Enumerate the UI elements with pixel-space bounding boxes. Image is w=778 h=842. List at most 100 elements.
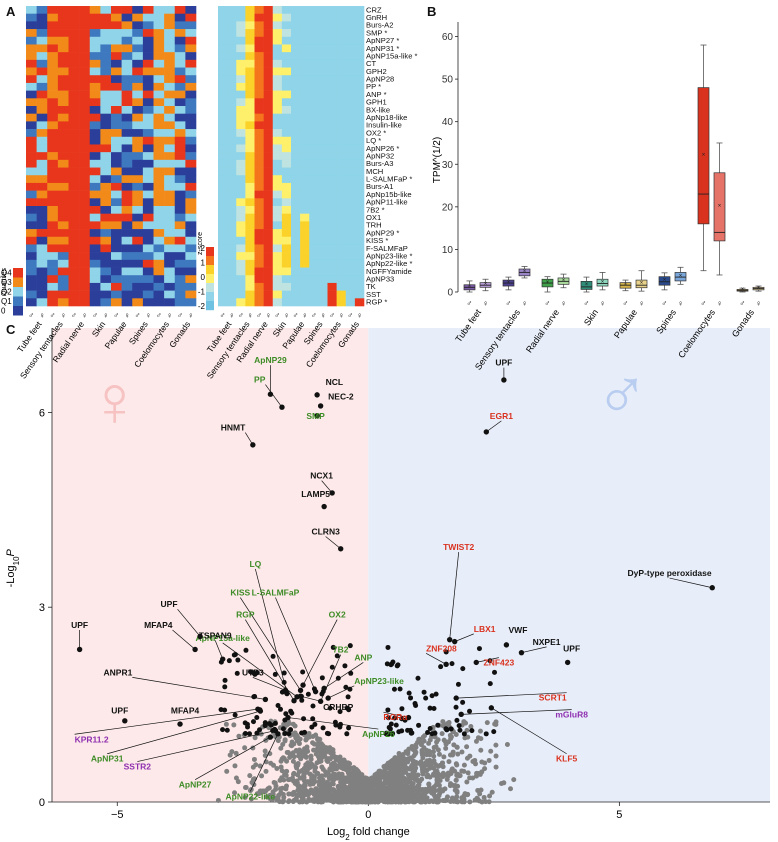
quartile-cell (132, 259, 144, 268)
zscore-cell (227, 36, 237, 45)
zscore-cell (300, 229, 310, 238)
zscore-cell (309, 6, 319, 14)
zscore-cell (336, 213, 347, 222)
zscore-cell (309, 213, 319, 222)
zscore-cell (336, 98, 347, 107)
zscore-cell (245, 167, 255, 176)
quartile-cell (47, 175, 59, 184)
quartile-cell (100, 98, 112, 107)
quartile-cell (164, 198, 176, 207)
gene-label: OX2 * (366, 128, 386, 137)
gene-point-sig (460, 699, 466, 705)
quartile-cell (100, 36, 112, 45)
zscore-cell (327, 159, 337, 168)
gene-point-sig (467, 708, 473, 714)
zscore-cell (245, 113, 255, 122)
quartile-cell (111, 152, 122, 161)
quartile-cell (100, 298, 112, 307)
quartile-cell (142, 21, 154, 30)
quartile-cell (174, 182, 186, 191)
zscore-cell (354, 206, 365, 214)
quartile-cell (47, 82, 59, 91)
gene-point-sig (327, 705, 333, 711)
quartile-cell (142, 221, 154, 230)
gene-point-sig (385, 707, 391, 713)
zscore-cell (336, 167, 347, 176)
zscore-cell (318, 259, 328, 268)
gene-point-ns (470, 775, 476, 781)
quartile-cell (185, 159, 197, 168)
gene-label-scrt1: SCRT1 (539, 693, 567, 703)
gene-point-labeled (338, 546, 344, 552)
gene-point-ns (297, 747, 303, 753)
zscore-cell (245, 252, 255, 261)
zscore-cell (218, 13, 228, 22)
gene-point-ns (262, 748, 268, 754)
quartile-cell (47, 75, 59, 84)
gene-point-ns (397, 760, 403, 766)
zscore-cell (345, 182, 356, 191)
male-symbol: ♂ (177, 311, 183, 320)
zscore-cell (318, 106, 328, 114)
gene-point-ns (465, 770, 471, 776)
zscore-legend-tick: 1 (201, 259, 206, 268)
male-symbol: ♂ (311, 311, 317, 320)
quartile-cell (164, 136, 176, 145)
zscore-cell (291, 29, 301, 38)
gene-point-ns (467, 753, 473, 759)
gene-point-ns (282, 737, 288, 743)
gene-point-sig (427, 726, 433, 732)
quartile-cell (89, 36, 101, 45)
zscore-cell (300, 75, 310, 84)
gene-point-sig (222, 684, 228, 690)
quartile-cell (153, 129, 165, 138)
quartile-cell (185, 106, 197, 114)
quartile-legend-swatch (13, 277, 23, 287)
quartile-cell (142, 129, 154, 138)
label-leader-line (300, 695, 324, 703)
gene-label: MCH (366, 167, 383, 176)
quartile-cell (79, 298, 91, 307)
quartile-cell (185, 13, 197, 22)
quartile-cell (142, 267, 154, 276)
gene-point-sig (344, 731, 350, 737)
gene-point-ns (292, 723, 298, 729)
quartile-cell (26, 75, 37, 84)
gene-point-ns (248, 796, 254, 802)
zscore-cell (336, 121, 347, 130)
zscore-cell (281, 21, 292, 30)
quartile-cell (68, 229, 80, 238)
zscore-cell (327, 252, 337, 261)
quartile-cell (121, 113, 133, 122)
gene-point-sig (345, 694, 351, 700)
zscore-cell (272, 129, 283, 138)
quartile-cell (79, 82, 91, 91)
category-label: Spines (654, 307, 678, 336)
zscore-cell (345, 52, 356, 61)
zscore-cell (245, 290, 255, 299)
zscore-cell (263, 282, 274, 291)
zscore-cell (300, 144, 310, 153)
quartile-cell (153, 282, 165, 291)
zscore-cell (254, 221, 264, 230)
zscore-cell (300, 206, 310, 214)
quartile-cell (153, 236, 165, 245)
quartile-cell (142, 113, 154, 122)
quartile-cell (36, 152, 48, 161)
zscore-cell (336, 82, 347, 91)
zscore-cell (327, 190, 337, 199)
gene-point-ns (461, 768, 467, 774)
quartile-cell (100, 121, 112, 130)
female-symbol: ♀ (103, 311, 109, 320)
zscore-cell (318, 82, 328, 91)
gene-point-sig (280, 726, 286, 732)
quartile-cell (111, 129, 122, 138)
zscore-cell (254, 259, 264, 268)
male-symbol: ♂ (92, 311, 98, 320)
zscore-cell (300, 259, 310, 268)
male-symbol-large: ♂ (595, 355, 649, 435)
zscore-cell (327, 144, 337, 153)
zscore-cell (300, 290, 310, 299)
quartile-cell (36, 6, 48, 14)
